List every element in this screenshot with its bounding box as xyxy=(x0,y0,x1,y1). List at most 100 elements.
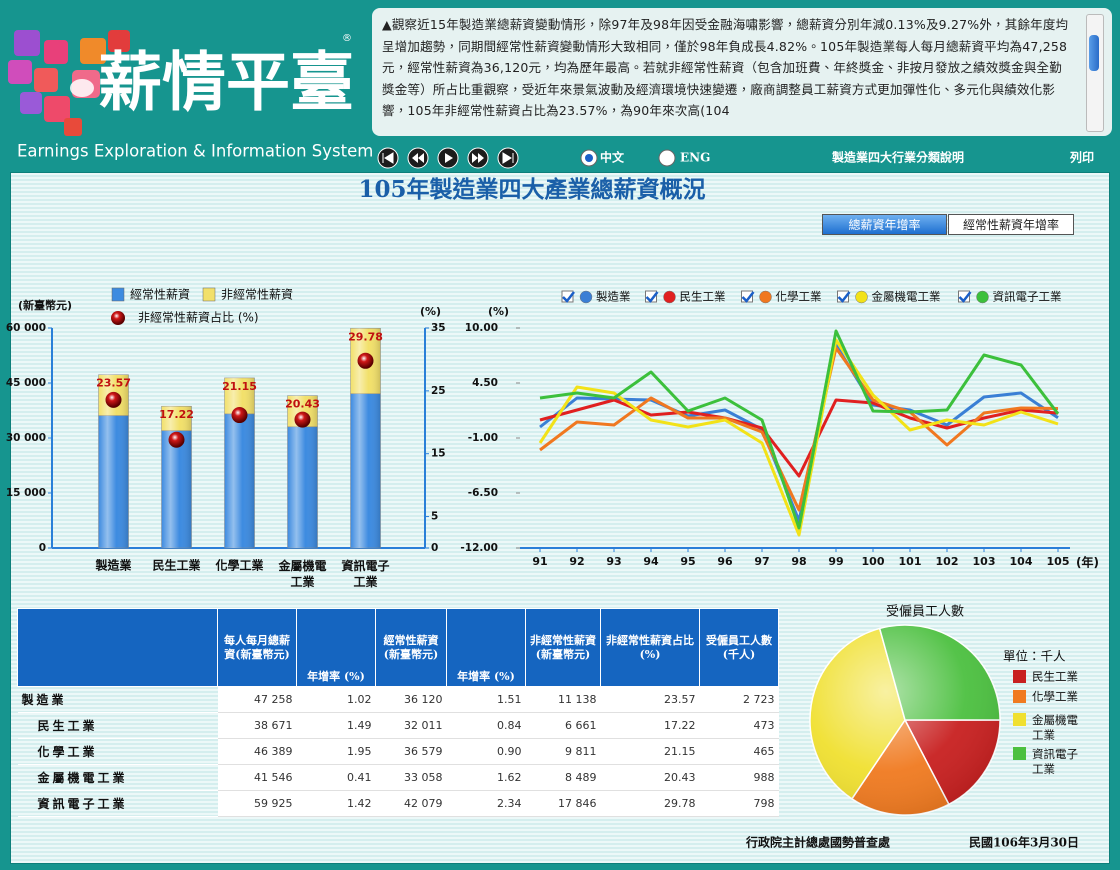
table-cell: 0.84 xyxy=(446,712,526,739)
data-table: 每人每月總薪資(新臺幣元) 年增率 (%) 經常性薪資(新臺幣元) 年增率 (%) 非經… xyxy=(17,608,779,817)
header-cell: 非經常性薪資占比(%) xyxy=(600,608,700,687)
legend-marker xyxy=(976,290,989,304)
legend-swatch xyxy=(1013,747,1026,760)
row-label: 民生工業 xyxy=(17,712,218,739)
legend-marker xyxy=(579,290,593,304)
table-cell: 2 723 xyxy=(699,686,779,713)
series-line xyxy=(538,338,1059,537)
ratio-marker xyxy=(168,431,185,448)
table-cell: 29.78 xyxy=(600,790,700,817)
table-cell: 473 xyxy=(699,712,779,739)
table-cell: 8 489 xyxy=(525,764,601,791)
table-cell: 11 138 xyxy=(525,686,601,713)
series-line xyxy=(539,346,1059,512)
legend-marker xyxy=(111,311,125,325)
x-tick-label: 102 xyxy=(936,555,959,568)
table-cell: 0.41 xyxy=(296,764,376,791)
axis-title: (年) xyxy=(1076,555,1099,570)
table-cell: 32 011 xyxy=(375,712,447,739)
y2-tick-label: 0 xyxy=(431,542,438,554)
header-cell: 年增率 (%) xyxy=(296,608,376,687)
bar-shine xyxy=(161,430,192,548)
legend-marker xyxy=(759,290,772,304)
header-cell: 非經常性薪資(新臺幣元) xyxy=(525,608,601,687)
table-cell: 1.49 xyxy=(296,712,376,739)
print-link[interactable]: 列印 xyxy=(1069,151,1094,165)
header-row: 每人每月總薪資(新臺幣元) 年增率 (%) 經常性薪資(新臺幣元) 年增率 (%) 非經… xyxy=(17,608,779,687)
x-tick-label: 99 xyxy=(828,555,843,568)
axis-title: (%) xyxy=(488,305,509,318)
footer-date: 民國106年3月30日 xyxy=(969,835,1079,850)
legend-check xyxy=(645,291,659,303)
legend-marker xyxy=(855,290,868,304)
header-cell: 年增率 (%) xyxy=(446,608,526,687)
tab[interactable]: 經常性薪資年增率 xyxy=(948,214,1074,235)
media-controls[interactable] xyxy=(377,147,519,169)
legend-label: 資訊電子工業 xyxy=(993,290,1062,304)
logo-mark: ® xyxy=(342,33,352,44)
bar-shine xyxy=(224,413,255,548)
legend-title: 單位：千人 xyxy=(1003,649,1066,664)
x-tick-label: 98 xyxy=(791,555,806,568)
x-tick-label: 資訊電子工業 xyxy=(341,558,389,589)
legend-check xyxy=(741,291,755,303)
table-cell: 42 079 xyxy=(375,790,447,817)
legend-label: 經常性薪資 xyxy=(130,288,190,302)
tab-active[interactable]: 總薪資年增率 xyxy=(822,214,947,235)
y2-tick-label: 25 xyxy=(431,385,446,397)
table-cell: 36 579 xyxy=(375,738,447,765)
x-tick-label: 101 xyxy=(899,555,922,568)
table-row: 製造業 47 258 1.02 36 120 1.51 11 138 23.57 2 723 xyxy=(17,686,779,713)
row-label: 資訊電子工業 xyxy=(17,790,218,817)
y-tick-label: -1.00 xyxy=(468,432,498,444)
y-tick-label: -6.50 xyxy=(468,487,498,499)
table-cell: 21.15 xyxy=(600,738,700,765)
legend-swatch xyxy=(202,287,216,302)
radio[interactable] xyxy=(658,149,676,167)
x-tick-label: 95 xyxy=(680,555,695,568)
lang-en[interactable]: ENG xyxy=(680,151,710,165)
table-cell: 465 xyxy=(699,738,779,765)
y-tick-label: 10.00 xyxy=(465,322,498,334)
series-line xyxy=(539,343,1059,523)
bar-shine xyxy=(350,393,381,548)
y2-tick-label: 15 xyxy=(431,448,446,460)
header-cell: 經常性薪資(新臺幣元) xyxy=(375,608,447,687)
table-cell: 47 258 xyxy=(217,686,297,713)
table-cell: 59 925 xyxy=(217,790,297,817)
x-tick-label: 化學工業 xyxy=(215,558,263,573)
y-tick-label: 0 xyxy=(39,542,46,554)
table-cell: 1.95 xyxy=(296,738,376,765)
scrollbar[interactable] xyxy=(1086,14,1104,132)
y-tick-label: 30 000 xyxy=(6,432,46,444)
pie-shine xyxy=(810,625,1000,815)
y2-tick-label: 5 xyxy=(431,511,438,523)
table-cell: 1.62 xyxy=(446,764,526,791)
pie-title: 受僱員工人數 xyxy=(886,605,964,620)
legend-check xyxy=(958,291,972,303)
table-cell: 33 058 xyxy=(375,764,447,791)
data-label: 20.43 xyxy=(285,398,320,411)
logo-icons xyxy=(8,30,130,136)
data-label: 23.57 xyxy=(96,377,131,390)
y-tick-label: 45 000 xyxy=(6,377,46,389)
x-tick-label: 100 xyxy=(862,555,885,568)
logo-subtitle: Earnings Exploration & Information Syste… xyxy=(17,142,373,161)
data-label: 21.15 xyxy=(222,380,257,393)
y-tick-label: 15 000 xyxy=(6,487,46,499)
series-line xyxy=(539,398,1059,478)
x-tick-label: 94 xyxy=(643,555,659,568)
bar-shine xyxy=(161,406,192,431)
legend-swatch xyxy=(1013,713,1026,726)
x-tick-label: 96 xyxy=(717,555,733,568)
row-label: 金屬機電工業 xyxy=(17,764,218,791)
y-tick-label: 60 000 xyxy=(6,322,46,334)
row-label: 製造業 xyxy=(17,686,218,713)
nav-link[interactable]: 製造業四大行業分類說明 xyxy=(831,150,964,165)
table-row: 金屬機電工業 41 546 0.41 33 058 1.62 8 489 20.43 988 xyxy=(17,764,779,791)
x-tick-label: 製造業 xyxy=(94,558,131,573)
data-label: 17.22 xyxy=(159,408,194,421)
lang-zh[interactable]: 中文 xyxy=(600,150,625,165)
